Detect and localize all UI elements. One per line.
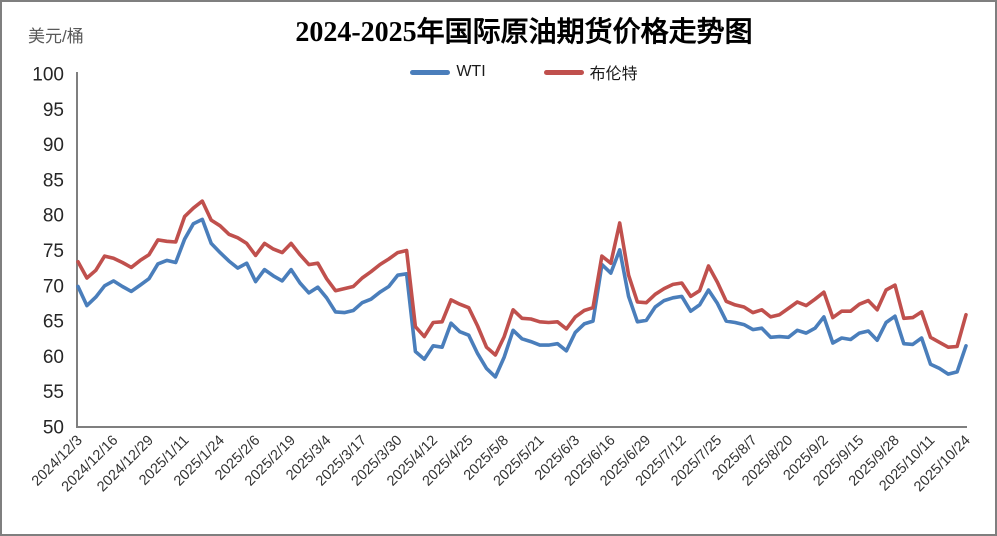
wti-price-line bbox=[76, 217, 968, 379]
y-tick-label: 65 bbox=[43, 312, 64, 333]
legend-label-brent: 布伦特 bbox=[589, 66, 638, 83]
y-tick-label: 50 bbox=[43, 418, 64, 439]
legend-label-wti: WTI bbox=[456, 63, 486, 80]
y-tick-label: 75 bbox=[43, 241, 64, 262]
y-tick-label: 70 bbox=[43, 276, 64, 297]
legend-item-wti: WTI bbox=[410, 63, 486, 81]
y-tick-label: 95 bbox=[43, 100, 64, 121]
wti-line-swatch-icon bbox=[410, 69, 451, 75]
brent-line-swatch-icon bbox=[543, 69, 584, 75]
y-tick-label: 85 bbox=[43, 170, 64, 191]
y-tick-label: 100 bbox=[32, 65, 64, 86]
y-axis-unit-label: 美元/桶 bbox=[28, 27, 84, 46]
y-tick-label: 90 bbox=[43, 135, 64, 156]
y-tick-label: 55 bbox=[43, 382, 64, 403]
y-tick-label: 80 bbox=[43, 206, 64, 227]
legend-item-brent: 布伦特 bbox=[543, 60, 638, 84]
y-tick-label: 60 bbox=[43, 347, 64, 368]
brent-price-line bbox=[76, 199, 968, 357]
legend: WTI 布伦特 bbox=[80, 60, 968, 84]
chart-title: 2024-2025年国际原油期货价格走势图 bbox=[295, 17, 753, 48]
